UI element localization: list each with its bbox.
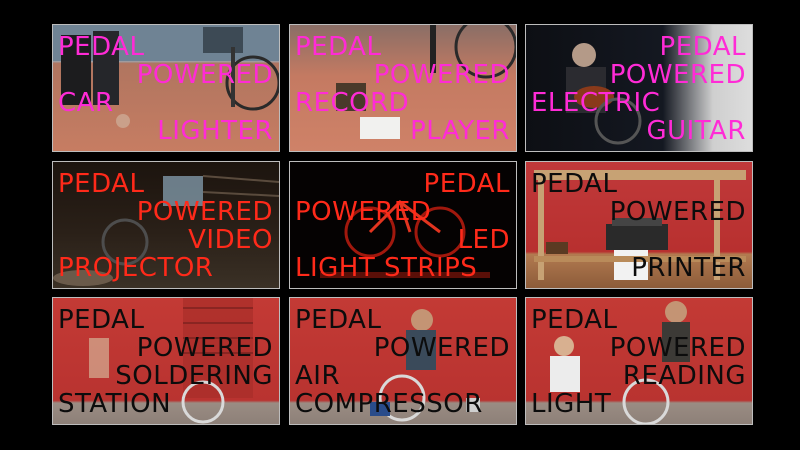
caption-line: POWERED	[609, 60, 746, 90]
scene-image	[53, 162, 279, 288]
caption-line: ELECTRIC	[531, 88, 661, 118]
caption-line: PEDAL	[423, 169, 510, 199]
tile-soldering-station[interactable]: PEDAL POWERED SOLDERING STATION	[52, 297, 280, 425]
tile-printer[interactable]: PEDAL POWERED PRINTER	[525, 161, 753, 289]
caption-line: PEDAL	[531, 169, 618, 199]
caption-line: PROJECTOR	[58, 253, 214, 283]
scene-image	[526, 162, 752, 288]
scene-image	[53, 25, 279, 151]
tile-reading-light[interactable]: PEDAL POWERED READING LIGHT	[525, 297, 753, 425]
caption-line: GUITAR	[646, 116, 746, 146]
scene-image	[526, 298, 752, 424]
caption-line: LIGHT STRIPS	[295, 253, 478, 283]
caption-line: PEDAL	[295, 32, 382, 62]
caption-line: PEDAL	[58, 32, 145, 62]
scene-image	[290, 298, 516, 424]
tile-caption: PEDAL POWERED PRINTER	[531, 170, 746, 282]
caption-line: PRINTER	[631, 253, 746, 283]
caption-line: LED	[457, 225, 510, 255]
caption-line: POWERED	[295, 197, 432, 227]
caption-line: RECORD	[295, 88, 410, 118]
tile-caption: PEDAL POWERED AIR COMPRESSOR	[295, 306, 510, 418]
caption-line: PEDAL	[531, 305, 618, 335]
scene-image	[290, 25, 516, 151]
tile-caption: PEDAL POWERED CAR LIGHTER	[58, 33, 273, 145]
tile-caption: PEDAL POWERED SOLDERING STATION	[58, 306, 273, 418]
caption-line: AIR	[295, 361, 341, 391]
scene-image	[53, 298, 279, 424]
tile-caption: PEDAL POWERED READING LIGHT	[531, 306, 746, 418]
caption-line: PEDAL	[58, 169, 145, 199]
scene-image	[290, 162, 516, 288]
caption-line: READING	[622, 361, 746, 391]
caption-line: POWERED	[136, 197, 273, 227]
caption-line: PEDAL	[295, 305, 382, 335]
tile-caption: PEDAL POWERED RECORD PLAYER	[295, 33, 510, 145]
caption-line: POWERED	[609, 333, 746, 363]
caption-line: LIGHTER	[157, 116, 273, 146]
caption-line: COMPRESSOR	[295, 389, 483, 419]
caption-line: POWERED	[609, 197, 746, 227]
caption-line: PEDAL	[659, 32, 746, 62]
caption-line: PEDAL	[58, 305, 145, 335]
tile-caption: PEDAL POWERED LED LIGHT STRIPS	[295, 170, 510, 282]
caption-line: POWERED	[373, 333, 510, 363]
caption-line: POWERED	[136, 60, 273, 90]
tile-caption: PEDAL POWERED ELECTRIC GUITAR	[531, 33, 746, 145]
caption-line: LIGHT	[531, 389, 612, 419]
caption-line: STATION	[58, 389, 172, 419]
tile-record-player[interactable]: PEDAL POWERED RECORD PLAYER	[289, 24, 517, 152]
tile-led-light-strips[interactable]: PEDAL POWERED LED LIGHT STRIPS	[289, 161, 517, 289]
tile-video-projector[interactable]: PEDAL POWERED VIDEO PROJECTOR	[52, 161, 280, 289]
caption-line: POWERED	[136, 333, 273, 363]
caption-line: PLAYER	[410, 116, 510, 146]
caption-line: SOLDERING	[115, 361, 273, 391]
tile-caption: PEDAL POWERED VIDEO PROJECTOR	[58, 170, 273, 282]
scene-image	[526, 25, 752, 151]
tile-electric-guitar[interactable]: PEDAL POWERED ELECTRIC GUITAR	[525, 24, 753, 152]
tile-car-lighter[interactable]: PEDAL POWERED CAR LIGHTER	[52, 24, 280, 152]
caption-line: VIDEO	[188, 225, 273, 255]
tile-air-compressor[interactable]: PEDAL POWERED AIR COMPRESSOR	[289, 297, 517, 425]
caption-line: CAR	[58, 88, 114, 118]
caption-line: POWERED	[373, 60, 510, 90]
